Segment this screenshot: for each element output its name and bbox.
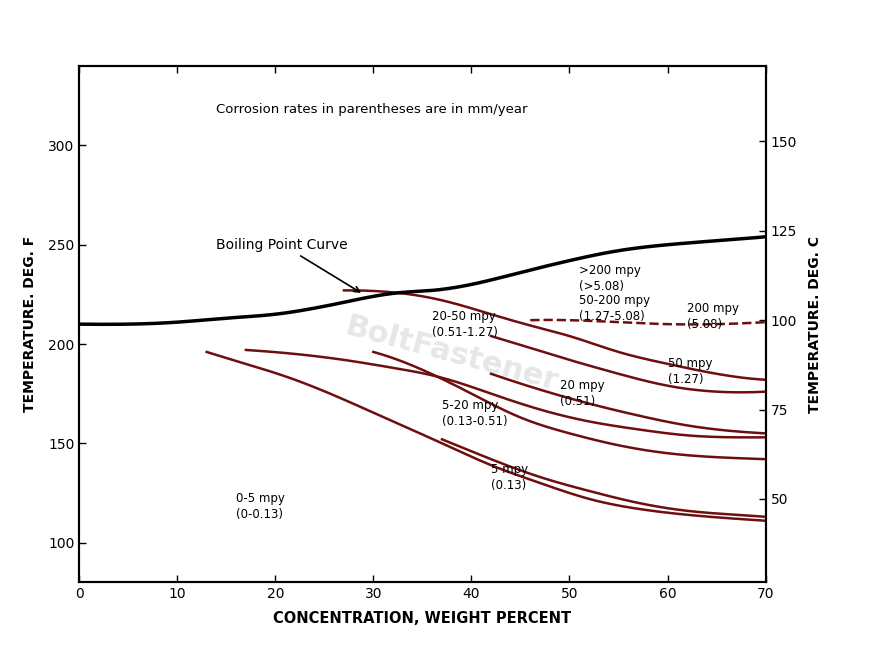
Text: >200 mpy
(>5.08): >200 mpy (>5.08) — [579, 264, 642, 293]
Text: Corrosion rates in parentheses are in mm/year: Corrosion rates in parentheses are in mm… — [216, 103, 528, 116]
Text: 200 mpy
(5.08): 200 mpy (5.08) — [687, 302, 739, 331]
Y-axis label: TEMPERATURE. DEG. F: TEMPERATURE. DEG. F — [23, 236, 37, 412]
Text: 20-50 mpy
(0.51-1.27): 20-50 mpy (0.51-1.27) — [432, 310, 498, 338]
Text: 50-200 mpy
(1.27-5.08): 50-200 mpy (1.27-5.08) — [579, 294, 650, 323]
Text: 5-20 mpy
(0.13-0.51): 5-20 mpy (0.13-0.51) — [442, 399, 508, 428]
Text: 0-5 mpy
(0-0.13): 0-5 mpy (0-0.13) — [236, 492, 285, 521]
Y-axis label: TEMPERATURE. DEG. C: TEMPERATURE. DEG. C — [808, 236, 822, 413]
X-axis label: CONCENTRATION, WEIGHT PERCENT: CONCENTRATION, WEIGHT PERCENT — [274, 611, 571, 626]
Text: 5 mpy
(0.13): 5 mpy (0.13) — [491, 463, 528, 492]
Text: BoltFastener: BoltFastener — [342, 312, 561, 397]
Text: 50 mpy
(1.27): 50 mpy (1.27) — [668, 357, 712, 386]
Text: HASTELLOY C276 –  RESISTANCE TO NITRIC ACID: HASTELLOY C276 – RESISTANCE TO NITRIC AC… — [16, 21, 601, 41]
Text: 20 mpy
(0.51): 20 mpy (0.51) — [560, 379, 605, 408]
Text: Boiling Point Curve: Boiling Point Curve — [216, 237, 360, 292]
